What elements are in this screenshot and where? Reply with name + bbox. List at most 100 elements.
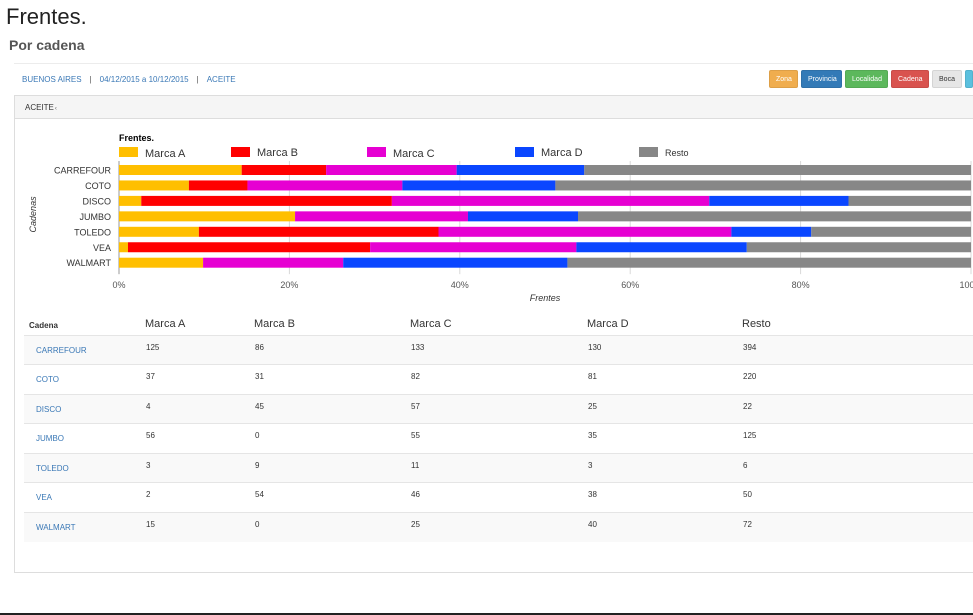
chevron-left-icon: ‹	[54, 106, 57, 112]
stacked-bar-chart: Frentes. Marca A Marca B Marca C Marca D Rest…	[28, 133, 973, 304]
bar-segment	[567, 257, 971, 268]
chart-labels: 0% 20% 40% 60% 80% 100% Frentes Cadenas CARREFOU…	[28, 166, 973, 304]
table-cell: 81	[587, 364, 742, 395]
bar-segment	[119, 180, 189, 191]
cadena-button[interactable]: Cadena	[891, 70, 929, 88]
data-table: Cadena Marca A Marca B Marca C Marca D R…	[24, 313, 973, 543]
breadcrumb: BUENOS AIRES | 04/12/2015 a 10/12/2015 | ACE…	[22, 75, 236, 84]
y-axis-label: Cadenas	[28, 196, 38, 233]
bar-segment	[402, 180, 556, 191]
column-header-marca-b: Marca B	[254, 317, 295, 330]
bar-segment	[141, 195, 392, 206]
column-header-marca-d: Marca D	[587, 317, 629, 330]
table-cell: 72	[742, 512, 973, 543]
table-cell: 394	[742, 334, 973, 365]
legend-label: Marca D	[541, 147, 583, 159]
table-row: WALMART 15 0 25 40 72	[24, 512, 973, 543]
breadcrumb-category[interactable]: ACEITE	[206, 75, 236, 84]
table-header-row: Cadena Marca A Marca B Marca C Marca D R…	[24, 313, 973, 335]
x-axis-label: Frentes	[530, 293, 561, 303]
chart-container: Frentes. Marca A Marca B Marca C Marca D Rest…	[25, 128, 973, 308]
table-cell: 3	[145, 452, 254, 483]
cadena-link[interactable]: JUMBO	[36, 434, 64, 444]
bar-segment	[731, 226, 812, 237]
header-divider	[14, 63, 973, 64]
bar-segment	[119, 242, 128, 253]
cadena-link[interactable]: DISCO	[36, 404, 62, 414]
table-cell: 22	[742, 393, 973, 424]
x-tick-label: 60%	[621, 280, 639, 290]
bar-segment	[811, 226, 971, 237]
table-row: DISCO 4 45 57 25 22	[24, 393, 973, 424]
chart-bars	[119, 165, 971, 268]
table-cell: 46	[410, 482, 587, 513]
chart-legend: Frentes. Marca A Marca B Marca C Marca D Rest…	[119, 133, 689, 160]
table-row: CARREFOUR 125 86 133 130 394	[24, 334, 973, 365]
table-cell: 3	[587, 452, 742, 483]
bar-segment	[119, 195, 142, 206]
filter-button-group: Zona Provincia Localidad Cadena Boca	[769, 70, 973, 88]
provincia-button[interactable]: Provincia	[801, 70, 842, 88]
table-cell: 125	[145, 334, 254, 365]
table-cell: 15	[145, 512, 254, 543]
bar-segment	[326, 165, 457, 175]
cadena-link[interactable]: COTO	[36, 375, 59, 385]
x-tick-label: 40%	[451, 280, 469, 290]
bar-segment	[709, 195, 849, 206]
cadena-link[interactable]: VEA	[36, 493, 53, 503]
table-cell: 9	[254, 452, 410, 483]
cadena-link[interactable]: CARREFOUR	[36, 345, 87, 355]
bar-segment	[119, 165, 242, 175]
bar-segment	[438, 226, 732, 237]
bar-segment	[370, 242, 577, 253]
bar-segment	[119, 211, 296, 222]
table-cell: 35	[587, 423, 742, 454]
bar-segment	[746, 242, 971, 253]
table-cell: 6	[742, 452, 973, 483]
breadcrumb-zone[interactable]: BUENOS AIRES	[22, 75, 82, 84]
localidad-button[interactable]: Localidad	[845, 70, 888, 88]
bar-segment	[343, 257, 568, 268]
bar-segment	[203, 257, 344, 268]
chart-title: Frentes.	[119, 133, 154, 143]
table-cell: 40	[587, 512, 742, 543]
table-cell: 31	[254, 364, 410, 395]
legend-swatch	[515, 147, 534, 157]
panel-heading[interactable]: ACEITE‹	[15, 96, 973, 119]
table-cell: 125	[742, 423, 973, 454]
breadcrumb-dates[interactable]: 04/12/2015 a 10/12/2015	[99, 75, 189, 84]
x-tick-label: 80%	[792, 280, 810, 290]
table-cell: 54	[254, 482, 410, 513]
y-tick-label: WALMART	[66, 258, 111, 268]
x-tick-label: 100%	[959, 280, 973, 290]
column-header-marca-c: Marca C	[410, 317, 452, 330]
legend-swatch	[367, 147, 386, 157]
bar-segment	[555, 180, 971, 191]
table-cell: 45	[254, 393, 410, 424]
x-tick-label: 20%	[280, 280, 298, 290]
legend-label: Marca C	[393, 148, 435, 160]
bar-segment	[848, 195, 971, 206]
column-header-resto: Resto	[742, 317, 771, 330]
bar-segment	[295, 211, 468, 222]
table-row: TOLEDO 3 9 11 3 6	[24, 452, 973, 483]
cadena-link[interactable]: TOLEDO	[36, 463, 69, 473]
legend-label: Resto	[665, 148, 689, 158]
y-tick-label: TOLEDO	[74, 227, 111, 237]
bar-segment	[456, 165, 585, 175]
table-cell: 56	[145, 423, 254, 454]
legend-swatch	[639, 147, 658, 157]
x-tick-label: 0%	[112, 280, 125, 290]
panel-heading-label: ACEITE	[25, 103, 54, 112]
boca-button[interactable]: Boca	[932, 70, 962, 88]
zona-button[interactable]: Zona	[769, 70, 798, 88]
y-tick-label: VEA	[93, 243, 111, 253]
bar-segment	[391, 195, 710, 206]
bottom-border	[0, 613, 973, 615]
y-tick-label: DISCO	[82, 196, 111, 206]
extra-filter-button[interactable]	[965, 70, 973, 88]
legend-swatch	[119, 147, 138, 157]
column-header-cadena: Cadena	[29, 320, 58, 330]
cadena-link[interactable]: WALMART	[36, 523, 76, 533]
legend-label: Marca A	[145, 148, 186, 160]
